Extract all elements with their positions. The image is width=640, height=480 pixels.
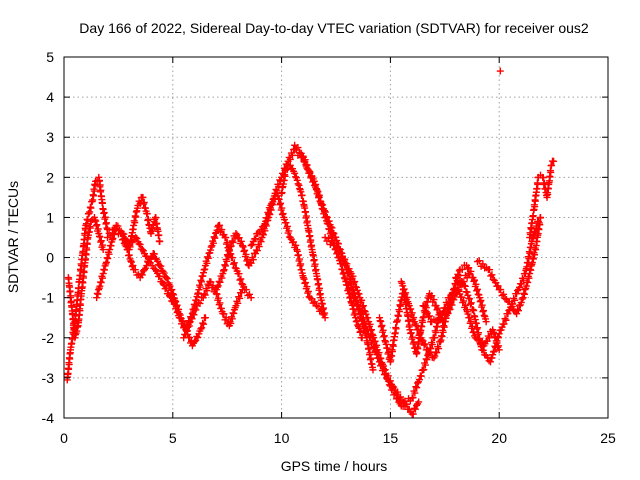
satellite-track-10-point	[306, 232, 313, 239]
x-tick-label: 20	[491, 430, 507, 446]
satellite-track-13-point	[322, 234, 329, 241]
satellite-track-5-point	[155, 232, 162, 239]
y-tick-label: 3	[46, 129, 54, 145]
y-tick-label: -3	[42, 370, 55, 386]
satellite-track-9-point	[295, 251, 302, 258]
y-tick-label: -4	[42, 410, 55, 426]
y-tick-label: -1	[42, 290, 55, 306]
y-axis-label: SDTVAR / TECUs	[5, 181, 21, 293]
satellite-track-5-point	[139, 194, 146, 201]
satellite-track-18-point	[491, 348, 498, 355]
chart-title: Day 166 of 2022, Sidereal Day-to-day VTE…	[79, 20, 589, 36]
x-tick-label: 10	[274, 430, 290, 446]
sdtvar-chart: Day 166 of 2022, Sidereal Day-to-day VTE…	[0, 0, 640, 480]
y-tick-label: 2	[46, 169, 54, 185]
satellite-track-20-point	[534, 181, 541, 188]
satellite-track-10-point	[302, 208, 309, 215]
satellite-track-15-point	[393, 325, 400, 332]
satellite-track-10-point	[315, 280, 322, 287]
y-tick-label: 5	[46, 49, 54, 65]
y-tick-label: 1	[46, 209, 54, 225]
y-tick-label: -2	[42, 330, 55, 346]
y-tick-label: 4	[46, 89, 54, 105]
x-axis-label: GPS time / hours	[281, 458, 388, 474]
x-tick-label: 0	[60, 430, 68, 446]
satellite-track-18-point	[474, 324, 481, 331]
satellite-track-14-point	[420, 366, 427, 373]
outlier-point	[497, 68, 504, 75]
data-points	[64, 68, 557, 418]
x-tick-label: 25	[600, 430, 616, 446]
y-tick-label: 0	[46, 250, 54, 266]
x-tick-label: 15	[383, 430, 399, 446]
satellite-track-5-point	[152, 214, 159, 221]
satellite-track-5-point	[156, 238, 163, 245]
satellite-track-18-point	[463, 289, 470, 296]
satellite-track-6-point	[246, 291, 253, 298]
x-tick-label: 5	[169, 430, 177, 446]
